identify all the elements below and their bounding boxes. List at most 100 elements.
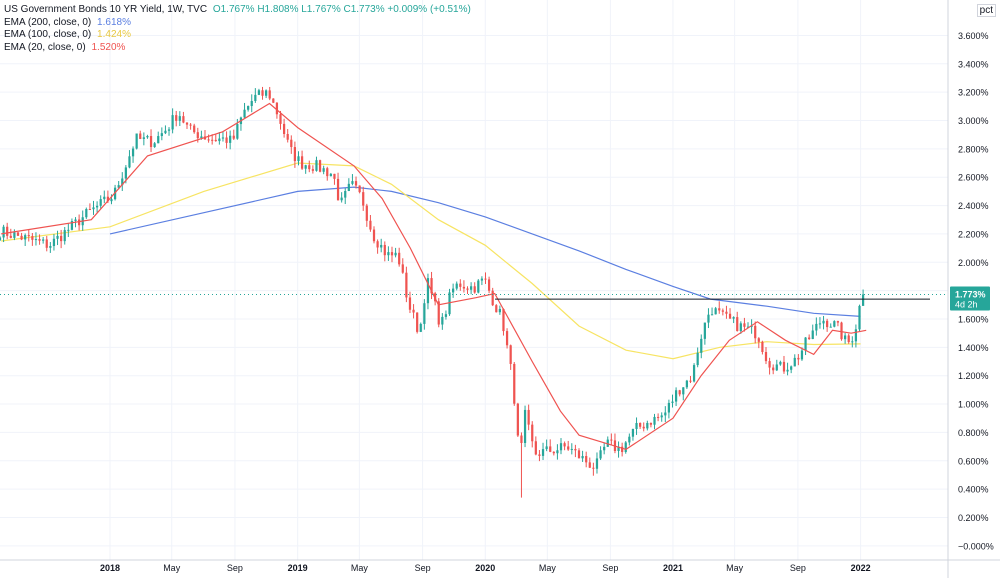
- ema100-label: EMA (100, close, 0): [4, 29, 92, 40]
- candle-body: [261, 90, 264, 96]
- candle-body: [505, 331, 509, 346]
- y-tick-label: 3.200%: [958, 88, 989, 98]
- candle-body: [31, 236, 34, 240]
- candle-body: [0, 237, 2, 241]
- candle-body: [369, 220, 372, 230]
- candle-body: [732, 317, 735, 319]
- candle-body: [380, 244, 383, 248]
- candle-body: [304, 165, 307, 169]
- candle-body: [358, 185, 361, 193]
- legend-ema100-row[interactable]: EMA (100, close, 0) 1.424%: [4, 29, 471, 42]
- y-tick-label: −0.000%: [958, 541, 994, 551]
- candle-body: [293, 147, 297, 162]
- candle-body: [851, 341, 854, 343]
- candle-body: [861, 294, 865, 306]
- candle-body: [416, 312, 419, 332]
- candle-body: [826, 320, 829, 328]
- candle-body: [477, 280, 480, 293]
- candle-body: [606, 439, 609, 447]
- candle-body: [649, 422, 653, 425]
- candle-body: [822, 320, 825, 324]
- candle-body: [811, 330, 814, 340]
- candle-body: [466, 288, 469, 290]
- x-tick-label: Sep: [415, 563, 431, 573]
- candle-body: [124, 167, 127, 179]
- candle-body: [42, 239, 45, 241]
- candle-body: [67, 229, 70, 231]
- candle-body: [78, 219, 81, 226]
- candle-body: [581, 456, 584, 459]
- candle-body: [674, 390, 678, 402]
- candle-body: [854, 329, 858, 342]
- legend-ema200-row[interactable]: EMA (200, close, 0) 1.618%: [4, 17, 471, 30]
- legend-ema20-row[interactable]: EMA (20, close, 0) 1.520%: [4, 42, 471, 55]
- candle-body: [63, 230, 66, 242]
- y-tick-label: 2.800%: [958, 144, 989, 154]
- candle-body: [13, 232, 16, 238]
- candle-body: [469, 286, 473, 290]
- candle-body: [844, 335, 847, 340]
- candle-body: [527, 409, 530, 425]
- candle-body: [160, 133, 163, 137]
- candle-body: [351, 181, 354, 184]
- candle-body: [444, 314, 448, 317]
- candle-body: [221, 137, 225, 139]
- ema20-label: EMA (20, close, 0): [4, 41, 86, 53]
- candle-body: [56, 235, 59, 239]
- candle-body: [146, 136, 149, 138]
- candle-body: [746, 326, 750, 328]
- candle-body: [247, 106, 250, 110]
- candle-body: [646, 422, 649, 429]
- candle-body: [847, 335, 850, 343]
- candle-body: [700, 338, 703, 353]
- candle-body: [412, 309, 415, 313]
- candle-body: [782, 361, 786, 372]
- candle-body: [728, 313, 732, 319]
- ema-20-layer: [1, 102, 867, 451]
- candle-body: [570, 448, 573, 450]
- candle-body: [452, 288, 455, 293]
- candle-body: [441, 316, 444, 325]
- candle-body: [128, 156, 131, 168]
- candle-body: [27, 235, 30, 237]
- candle-body: [376, 241, 379, 248]
- candle-body: [308, 165, 311, 170]
- y-tick-label: 1.000%: [958, 400, 989, 410]
- candle-body: [552, 451, 555, 454]
- candle-body: [577, 450, 581, 459]
- x-tick-label: 2021: [663, 563, 683, 573]
- candle-body: [372, 229, 376, 242]
- horizontal-line-layer[interactable]: [0, 293, 948, 300]
- candle-body: [315, 160, 318, 171]
- candle-body: [286, 133, 289, 140]
- candle-body: [153, 143, 156, 148]
- legend-main-row: US Government Bonds 10 YR Yield, 1W, TVC…: [4, 4, 471, 17]
- candle-body: [333, 173, 336, 179]
- price-axis-unit-button[interactable]: pct: [976, 4, 996, 17]
- candle-body: [639, 422, 642, 427]
- candle-body: [621, 446, 624, 453]
- candle-body: [491, 290, 494, 306]
- candle-body: [38, 239, 41, 241]
- ema-line: [1, 162, 861, 360]
- candle-body: [743, 323, 746, 327]
- candle-body: [218, 138, 221, 142]
- candle-body: [139, 133, 142, 139]
- candle-body: [229, 135, 232, 143]
- candle-body: [800, 350, 804, 360]
- candle-body: [642, 426, 645, 429]
- candle-body: [85, 209, 88, 218]
- candle-body: [692, 365, 696, 382]
- candle-body: [768, 361, 771, 368]
- y-tick-label: 2.200%: [958, 229, 989, 239]
- y-tick-label: 3.600%: [958, 31, 989, 41]
- last-price-label: 1.773%: [955, 289, 986, 299]
- candle-body: [60, 235, 63, 242]
- x-tick-label: May: [726, 563, 744, 573]
- candle-body: [16, 232, 20, 236]
- candle-body: [473, 286, 476, 293]
- candle-body: [671, 401, 674, 403]
- candle-body: [538, 454, 541, 456]
- candle-body: [196, 132, 199, 139]
